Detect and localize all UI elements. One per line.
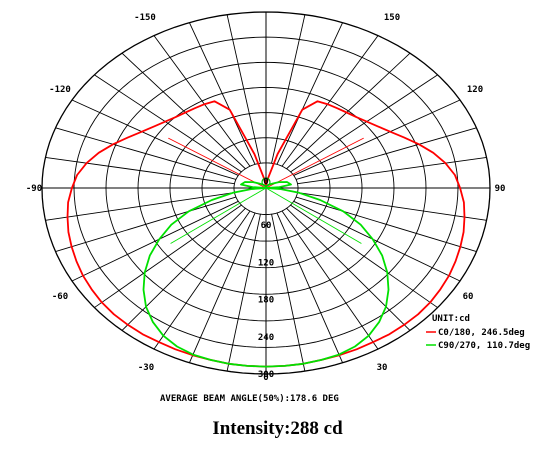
grid-spoke — [293, 200, 461, 282]
grid-spoke — [226, 14, 261, 164]
radial-tick-label: 0 — [263, 177, 268, 187]
legend: UNIT:cd C0/180, 246.5deg C90/270, 110.7d… — [426, 314, 530, 351]
grid-spoke — [153, 210, 251, 350]
beam-line-0 — [168, 137, 267, 189]
intensity-caption: Intensity:288 cd — [212, 418, 343, 439]
grid-spoke — [121, 208, 246, 331]
grid-spoke — [121, 52, 246, 170]
grid-spoke — [55, 196, 237, 253]
radial-tick-label: 120 — [258, 258, 274, 268]
beam-line-0 — [265, 137, 364, 189]
origin-marker — [261, 177, 271, 187]
angle-label: -120 — [49, 85, 71, 95]
grid-spoke — [290, 74, 438, 173]
beam-angle-text: AVERAGE BEAM ANGLE(50%):178.6 DEG — [160, 394, 339, 404]
grid-spoke — [188, 22, 256, 165]
angle-label: -60 — [52, 292, 68, 302]
grid-spoke — [295, 196, 477, 253]
angle-label: 30 — [377, 363, 388, 373]
beam-line-1 — [265, 187, 362, 244]
angle-label: 90 — [495, 184, 506, 194]
grid-spoke — [271, 214, 306, 372]
grid-spoke — [293, 99, 461, 176]
grid-spoke — [286, 52, 411, 170]
grid-spoke — [297, 156, 487, 185]
radial-tick-label: 240 — [258, 333, 274, 343]
grid-spoke — [281, 35, 379, 167]
grid-spoke — [94, 204, 242, 308]
legend-label-c90-270: C90/270, 110.7deg — [438, 341, 530, 351]
polar-grid — [41, 11, 491, 375]
grid-spoke — [297, 192, 487, 221]
grid-spoke — [276, 212, 344, 363]
series-curve-1 — [142, 181, 390, 368]
angle-label: 60 — [463, 292, 474, 302]
grid-spoke — [55, 127, 237, 180]
grid-spoke — [71, 200, 239, 282]
grid-spoke — [188, 212, 256, 363]
angle-label: -30 — [138, 363, 154, 373]
grid-spoke — [153, 35, 251, 167]
grid-spoke — [226, 214, 261, 372]
angle-label: -150 — [134, 13, 156, 23]
radial-tick-label: 60 — [261, 221, 272, 231]
grid-spoke — [45, 156, 235, 185]
beam-line-1 — [170, 187, 267, 244]
radial-tick-label: 180 — [258, 296, 274, 306]
grid-spoke — [94, 74, 242, 173]
grid-spoke — [290, 204, 438, 308]
angle-label: -90 — [26, 184, 42, 194]
grid-spoke — [271, 14, 306, 164]
radial-tick-label: 300 — [258, 370, 274, 380]
grid-spoke — [45, 192, 235, 221]
intensity-curves — [66, 100, 466, 368]
grid-spoke — [276, 22, 344, 165]
polar-labels: -150 150-120 120-90 90-60 60-30 3000601201802… — [26, 13, 506, 383]
grid-spoke — [286, 208, 411, 331]
grid-spoke — [71, 99, 239, 176]
unit-label: UNIT:cd — [432, 314, 470, 324]
grid-spoke — [281, 210, 379, 350]
angle-label: 0 — [263, 373, 268, 383]
angle-label: 120 — [467, 85, 483, 95]
angle-label: 150 — [384, 13, 400, 23]
legend-label-c0-180: C0/180, 246.5deg — [438, 328, 525, 338]
grid-spoke — [295, 127, 477, 180]
